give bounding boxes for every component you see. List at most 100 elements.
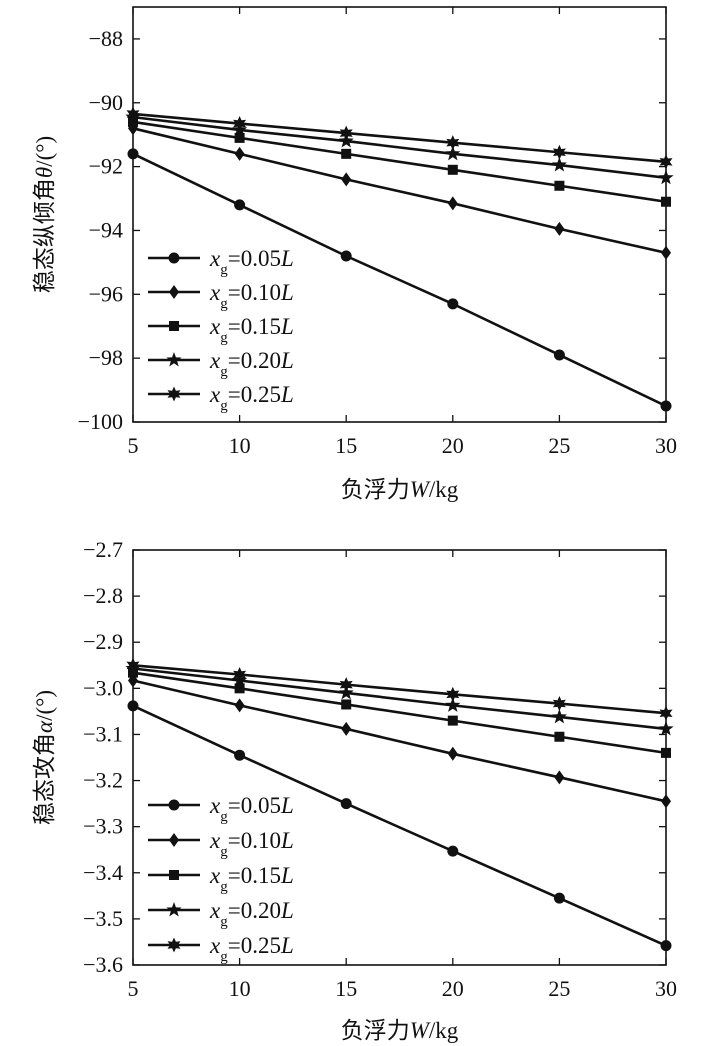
data-point	[554, 221, 565, 236]
series-line	[132, 671, 667, 755]
x-tick-label: 5	[128, 433, 139, 458]
x-tick-label: 30	[655, 976, 677, 1001]
series-0.25L	[126, 106, 673, 170]
y-tick-label: −100	[78, 409, 123, 434]
data-point	[447, 164, 458, 175]
series-line	[132, 120, 667, 204]
legend-label: xg=0.05L	[209, 793, 294, 825]
data-point	[447, 196, 458, 211]
legend-marker	[169, 870, 179, 880]
legend-item: xg=0.05L	[148, 246, 294, 278]
legend-label: xg=0.10L	[209, 828, 294, 860]
data-point	[658, 169, 674, 185]
data-point	[661, 196, 671, 207]
series-0.15L	[128, 116, 671, 207]
legend-label: xg=0.25L	[209, 933, 294, 965]
legend-label: xg=0.25L	[209, 382, 294, 414]
series-line	[132, 704, 667, 947]
data-point	[341, 172, 352, 187]
data-point	[128, 116, 138, 127]
data-point	[661, 747, 671, 758]
series-0.25L	[126, 657, 673, 721]
x-tick-label: 25	[548, 433, 570, 458]
data-point	[339, 125, 353, 141]
legend-marker	[169, 833, 179, 847]
data-point	[234, 749, 246, 761]
x-axis-title: 负浮力W/kg	[341, 477, 459, 502]
legend-label: xg=0.10L	[209, 280, 294, 312]
y-axis-title: 稳态攻角α/(°)	[32, 690, 57, 825]
legend-item: xg=0.25L	[148, 382, 294, 414]
legend-marker	[166, 352, 182, 367]
y-tick-label: −3.4	[83, 860, 123, 885]
x-tick-label: 15	[335, 433, 357, 458]
data-point	[126, 657, 140, 673]
data-point	[234, 683, 245, 694]
data-point	[446, 135, 460, 151]
data-point	[551, 708, 568, 724]
series-0.05L	[127, 700, 672, 952]
series-line	[132, 115, 667, 180]
y-tick-label: −3.0	[83, 675, 123, 700]
data-point	[234, 146, 245, 161]
series-line	[132, 667, 667, 731]
legend-item: xg=0.05L	[148, 793, 294, 825]
series-0.05L	[127, 148, 672, 412]
y-axis-title: 稳态纵倾角θ/(°)	[32, 136, 57, 293]
data-point	[127, 700, 139, 712]
data-point	[127, 148, 139, 160]
series-line	[132, 112, 667, 164]
series-line	[132, 152, 667, 408]
x-tick-label: 10	[229, 433, 251, 458]
series-0.10L	[128, 121, 671, 260]
data-point	[234, 199, 246, 211]
series-line	[132, 663, 667, 715]
legend-marker	[168, 799, 180, 811]
data-point	[554, 770, 565, 785]
data-point	[553, 892, 565, 904]
data-point	[341, 721, 352, 736]
legend-item: xg=0.15L	[148, 863, 294, 895]
legend-marker	[169, 321, 179, 331]
data-point	[445, 145, 461, 161]
x-tick-label: 10	[229, 976, 251, 1001]
data-point	[341, 148, 352, 159]
data-point	[340, 250, 352, 262]
data-point	[551, 157, 568, 172]
data-point	[660, 400, 672, 412]
data-point	[341, 699, 352, 710]
y-tick-label: −88	[89, 26, 123, 51]
series-0.15L	[128, 667, 671, 758]
x-tick-label: 20	[442, 433, 464, 458]
data-point	[661, 245, 671, 260]
data-point	[234, 132, 245, 143]
plot-frame	[132, 6, 667, 423]
legend-label: xg=0.05L	[209, 246, 294, 278]
y-tick-label: −3.2	[83, 768, 123, 793]
data-point	[447, 715, 458, 726]
x-tick-label: 5	[128, 976, 139, 1001]
data-point	[553, 349, 565, 361]
data-point	[447, 746, 458, 761]
data-point	[340, 798, 352, 810]
legend-marker	[166, 902, 182, 917]
data-point	[659, 705, 673, 721]
series-0.10L	[128, 673, 671, 809]
y-tick-label: −98	[89, 345, 123, 370]
x-tick-label: 25	[548, 976, 570, 1001]
y-tick-label: −92	[89, 154, 123, 179]
data-point	[447, 298, 459, 310]
y-tick-label: −94	[89, 217, 123, 242]
legend-item: xg=0.25L	[148, 933, 294, 965]
data-point	[445, 697, 461, 712]
legend-label: xg=0.15L	[209, 314, 294, 346]
legend-marker	[168, 252, 180, 264]
data-point	[554, 180, 565, 191]
legend-item: xg=0.10L	[148, 280, 294, 312]
data-point	[659, 154, 673, 170]
legend-item: xg=0.15L	[148, 314, 294, 346]
legend-label: xg=0.15L	[209, 863, 294, 895]
x-axis-title: 负浮力W/kg	[341, 1018, 459, 1043]
